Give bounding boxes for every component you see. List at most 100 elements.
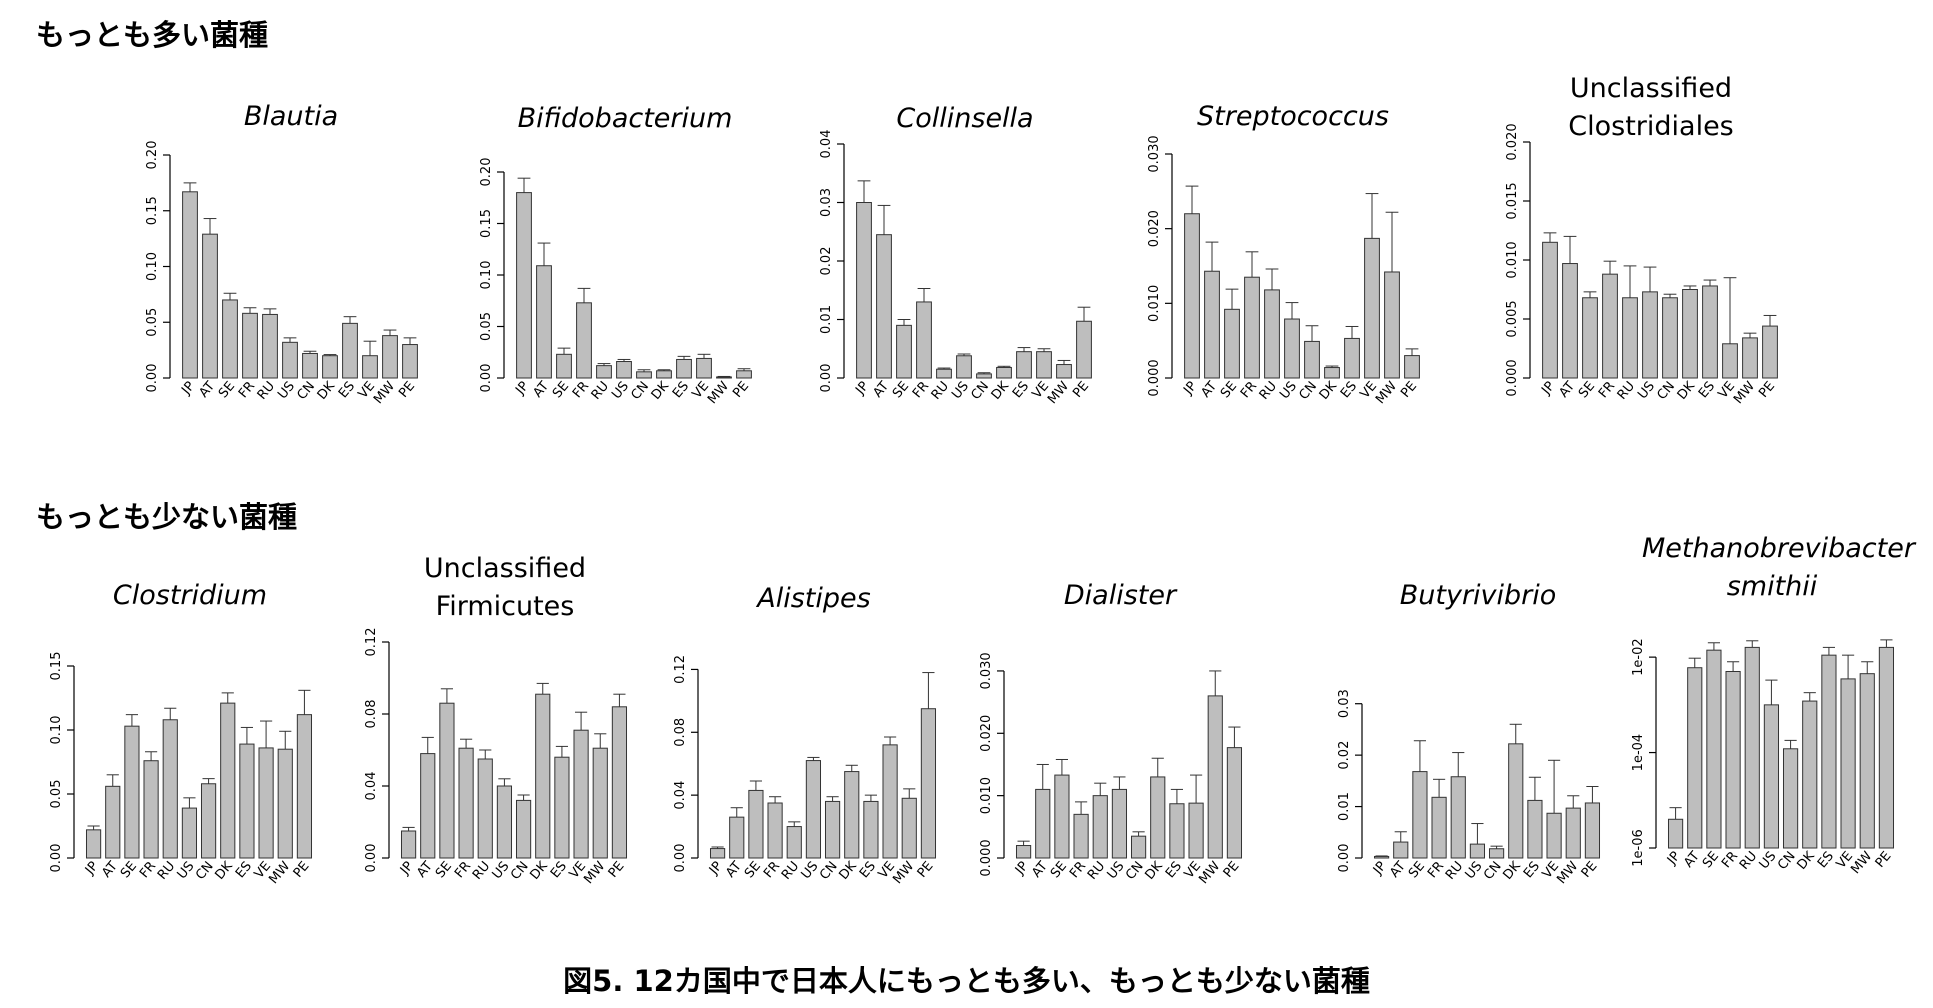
chart-title: Blautia — [156, 98, 426, 136]
chart-title: Alistipes — [684, 580, 944, 618]
bar-se — [124, 725, 140, 859]
chart-title: Dialister — [990, 577, 1250, 615]
x-tick-label: PE — [291, 859, 313, 881]
x-tick-label: MW — [581, 859, 608, 887]
bar-jp — [400, 830, 417, 859]
y-tick-label: 1e-02 — [1631, 638, 1646, 676]
y-tick-label: 0.000 — [1505, 359, 1520, 396]
x-tick-label: JP — [1012, 859, 1032, 878]
bar-cn — [515, 799, 532, 859]
bar-ve — [882, 744, 898, 859]
bar-dk — [535, 693, 551, 859]
bar-at — [1393, 841, 1409, 859]
x-tick-label: RU — [1257, 379, 1280, 403]
x-tick-label: JP — [1664, 849, 1684, 868]
bar-dk — [1508, 743, 1524, 859]
x-tick-label: FR — [1067, 859, 1089, 881]
y-tick-label: 0.030 — [1147, 135, 1162, 172]
x-tick-label: SE — [1700, 849, 1722, 871]
bar-se — [748, 789, 764, 859]
bar-ru — [786, 826, 802, 859]
bar-ru — [1744, 646, 1760, 849]
y-tick-label: 0.010 — [979, 777, 994, 814]
bar-se — [1706, 649, 1722, 849]
y-tick-label: 0.15 — [49, 652, 64, 681]
bar-se — [439, 702, 455, 859]
bar-ve — [573, 729, 589, 859]
bar-es — [1527, 799, 1543, 859]
bar-us — [1763, 704, 1780, 849]
figure-caption: 図5. 12カ国中で日本人にもっとも多い、もっとも少ない菌種 — [563, 964, 1370, 998]
x-tick-label: ES — [548, 859, 570, 881]
y-tick-label: 0.15 — [145, 196, 160, 225]
y-tick-label: 0.010 — [1147, 285, 1162, 322]
chart-svg: 0.000.010.020.030.04JPATSEFRRUUSCNDKESVE… — [819, 130, 1092, 407]
y-tick-label: 0.020 — [1147, 210, 1162, 247]
bar-at — [420, 753, 436, 859]
y-tick-label: 1e-06 — [1631, 829, 1646, 867]
chart-title: Clostridium — [60, 577, 320, 615]
chart-title: Unclassified Clostridiales — [1516, 70, 1786, 146]
bar-jp — [1373, 855, 1390, 859]
chart-title-line: Clostridiales — [1568, 111, 1734, 142]
bar-mw — [592, 747, 608, 859]
chart-title-line: Blautia — [243, 101, 339, 132]
y-tick-label: 0.01 — [1337, 792, 1352, 821]
bar-ru — [1092, 795, 1108, 859]
bar-dk — [1150, 776, 1166, 859]
bar-cn — [1130, 835, 1147, 859]
x-tick-label: PE — [1221, 859, 1243, 881]
x-tick-label: PE — [915, 859, 937, 881]
x-tick-label: SE — [1048, 859, 1070, 881]
bar-pe — [1878, 646, 1895, 849]
bar-pe — [920, 708, 937, 859]
bar-fr — [1431, 796, 1447, 859]
x-tick-label: ES — [233, 859, 255, 881]
bar-ve — [1188, 802, 1204, 859]
x-tick-label: MW — [1554, 859, 1581, 887]
y-tick-label: 0.04 — [364, 772, 379, 801]
bar-se — [1054, 774, 1070, 859]
x-tick-label: MW — [890, 859, 917, 887]
bar-pe — [1584, 802, 1601, 859]
x-tick-label: SE — [118, 859, 140, 881]
x-tick-label: ES — [1521, 859, 1543, 881]
x-tick-label: SE — [1406, 859, 1428, 881]
chart-title-line: Firmicutes — [435, 591, 575, 622]
x-tick-label: US — [1105, 859, 1128, 882]
y-tick-label: 0.10 — [145, 252, 160, 281]
y-tick-label: 0.020 — [1505, 123, 1520, 160]
x-tick-label: SE — [742, 859, 764, 881]
y-tick-label: 0.05 — [479, 312, 494, 341]
x-tick-label: JP — [1370, 859, 1390, 878]
x-tick-label: US — [1757, 849, 1780, 872]
x-tick-label: FR — [137, 859, 159, 881]
bar-us — [181, 807, 198, 859]
bar-ru — [162, 719, 178, 859]
bar-at — [729, 816, 745, 859]
chart-svg: 0.000.050.100.150.20JPATSEFRRUUSCNDKESVE… — [145, 141, 418, 407]
x-tick-label: JP — [82, 859, 102, 878]
chart-title-line: Methanobrevibacter — [1642, 533, 1915, 564]
y-tick-label: 0.00 — [364, 844, 379, 873]
x-tick-label: US — [1277, 379, 1300, 402]
y-tick-label: 0.00 — [145, 364, 160, 393]
chart-title-line: smithii — [1726, 571, 1818, 602]
x-tick-label: FR — [1719, 849, 1741, 871]
y-tick-label: 0.08 — [364, 700, 379, 729]
x-tick-label: US — [799, 859, 822, 882]
chart-svg: 0.000.050.100.150.20JPATSEFRRUUSCNDKESVE… — [479, 158, 752, 407]
y-tick-label: 0.00 — [479, 364, 494, 393]
y-tick-label: 0.08 — [673, 718, 688, 747]
x-tick-label: PE — [606, 859, 628, 881]
y-tick-label: 0.000 — [1147, 359, 1162, 396]
x-tick-label: CN — [1296, 379, 1320, 403]
bar-cn — [1782, 748, 1799, 849]
y-tick-label: 0.00 — [673, 844, 688, 873]
bar-mw — [1207, 695, 1223, 859]
y-tick-label: 1e-04 — [1631, 734, 1646, 772]
chart-title-line: Streptococcus — [1197, 101, 1389, 132]
y-tick-label: 0.00 — [49, 844, 64, 873]
bar-mw — [901, 797, 917, 859]
